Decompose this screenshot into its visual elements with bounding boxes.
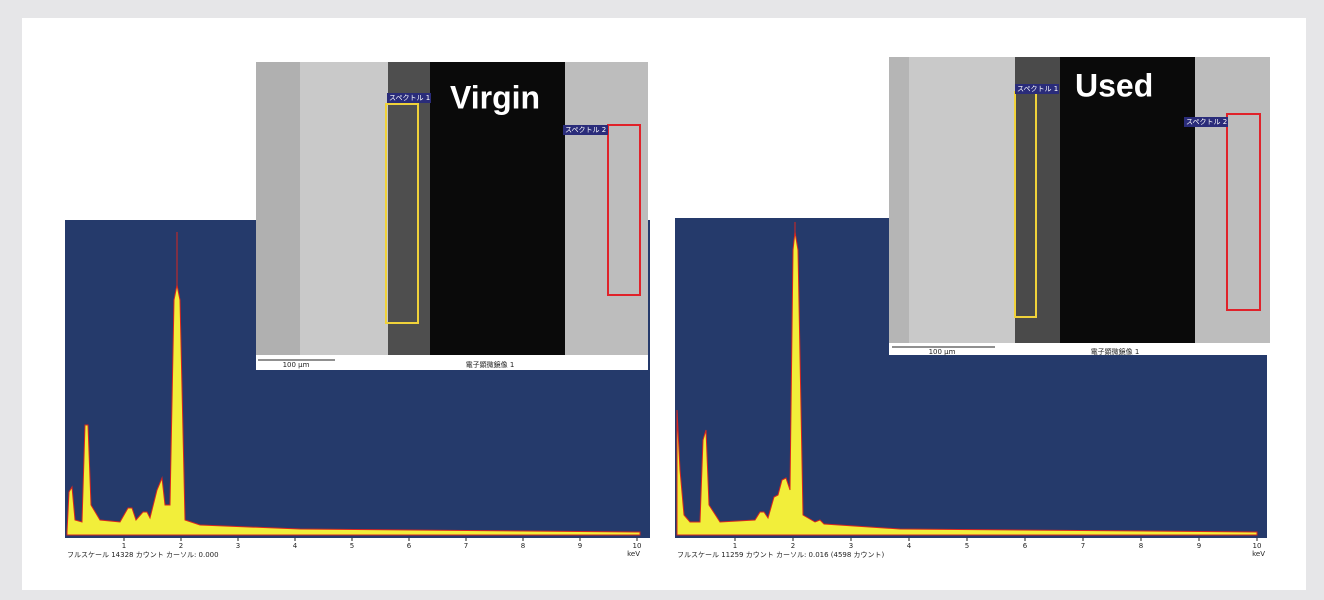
selection-box <box>385 103 419 324</box>
x-tick-label: 9 <box>1197 542 1201 550</box>
sem-region <box>388 62 430 355</box>
sem-region <box>256 62 300 355</box>
spectrum <box>66 284 641 536</box>
x-tick-label: 1 <box>733 542 737 550</box>
x-tick-label: 8 <box>1139 542 1143 550</box>
axis-strip <box>675 538 1267 560</box>
x-tick-label: 3 <box>236 542 240 550</box>
x-tick-label: 1 <box>122 542 126 550</box>
selection-box <box>607 124 641 296</box>
label-box <box>1184 117 1228 127</box>
selection-box <box>1226 113 1261 311</box>
x-tick-label: 5 <box>350 542 354 550</box>
image-caption: 電子顕微鏡像 1 <box>1091 347 1140 356</box>
label-box <box>1015 84 1059 94</box>
x-unit: keV <box>1252 550 1265 558</box>
sem-region <box>430 62 565 355</box>
spectrum <box>676 231 1258 536</box>
sem-region <box>889 57 1015 343</box>
scale-text: 100 μm <box>283 361 310 369</box>
x-tick-label: 2 <box>791 542 795 550</box>
spectrum-label: スペクトル 1 <box>1017 85 1058 93</box>
x-tick-label: 7 <box>464 542 468 550</box>
footer: フルスケール 11259 カウント カーソル: 0.016 (4598 カウント… <box>677 551 885 559</box>
label-box <box>563 125 608 135</box>
x-tick-label: 4 <box>293 542 298 550</box>
footer: フルスケール 14328 カウント カーソル: 0.000 <box>67 551 219 559</box>
x-tick-label: 2 <box>179 542 183 550</box>
sem-region <box>565 62 648 355</box>
sem-region <box>1060 57 1195 343</box>
spectrum-label: スペクトル 1 <box>389 94 430 102</box>
x-tick-label: 8 <box>521 542 525 550</box>
x-tick-label: 6 <box>1023 542 1028 550</box>
x-tick-label: 7 <box>1081 542 1085 550</box>
x-tick-label: 10 <box>633 542 642 550</box>
sem-region <box>889 57 909 343</box>
spectrum-label: スペクトル 2 <box>565 126 606 134</box>
sem-region <box>1015 57 1060 343</box>
scale-text: 100 μm <box>929 348 956 356</box>
axis-strip <box>65 538 650 560</box>
sample-label: Virgin <box>450 79 540 115</box>
x-tick-label: 10 <box>1253 542 1262 550</box>
x-tick-label: 6 <box>407 542 412 550</box>
label-box <box>387 93 431 103</box>
sample-label: Used <box>1075 67 1153 103</box>
x-tick-label: 3 <box>849 542 853 550</box>
sem-region <box>1195 57 1270 343</box>
x-tick-label: 9 <box>578 542 582 550</box>
image-caption: 電子顕微鏡像 1 <box>466 360 515 369</box>
x-tick-label: 4 <box>907 542 912 550</box>
x-unit: keV <box>627 550 640 558</box>
x-tick-label: 5 <box>965 542 969 550</box>
spectrum-label: スペクトル 2 <box>1186 118 1227 126</box>
